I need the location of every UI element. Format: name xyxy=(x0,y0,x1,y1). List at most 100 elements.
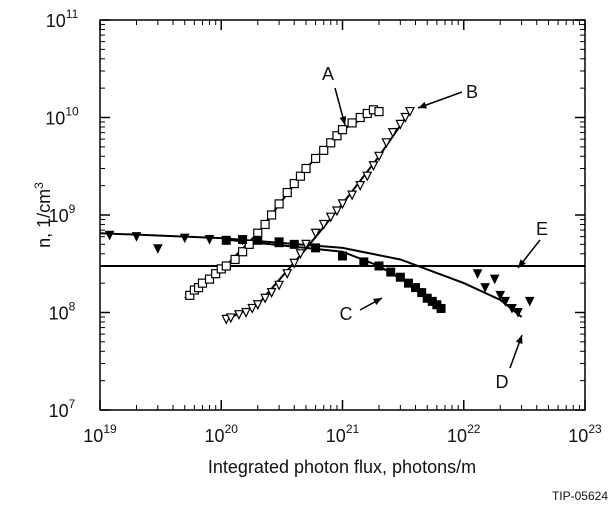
x-tick-label: 1020 xyxy=(205,422,239,446)
y-tick-label: 107 xyxy=(49,397,76,421)
y-tick-exponent: 10 xyxy=(65,105,79,119)
data-point-b xyxy=(241,307,251,318)
x-tick-base: 10 xyxy=(326,426,346,446)
data-point-c xyxy=(386,267,396,277)
data-point-a xyxy=(326,138,336,148)
y-tick-base: 10 xyxy=(49,304,69,324)
data-point-c xyxy=(289,239,299,249)
y-tick-exponent: 7 xyxy=(69,397,76,411)
x-tick-exponent: 21 xyxy=(346,422,360,436)
data-point-b xyxy=(337,199,348,210)
data-point-a xyxy=(319,145,329,155)
data-point-a xyxy=(295,171,306,181)
data-point-a xyxy=(282,187,292,198)
data-point-b xyxy=(318,219,329,230)
y-tick-exponent: 11 xyxy=(66,7,79,21)
x-tick-exponent: 20 xyxy=(225,422,239,436)
x-tick-exponent: 23 xyxy=(588,422,602,436)
data-point-a xyxy=(311,153,321,164)
data-point-d xyxy=(524,296,535,307)
data-point-c xyxy=(253,235,263,245)
data-point-b xyxy=(252,300,263,311)
y-tick-base: 10 xyxy=(49,206,69,226)
x-tick-exponent: 19 xyxy=(103,422,117,436)
data-point-c xyxy=(395,272,405,282)
x-tick-labels: 1019 1020 1021 1022 1023 xyxy=(83,422,602,446)
data-point-a xyxy=(244,239,254,249)
y-tick-label: 1010 xyxy=(45,105,79,129)
data-point-d xyxy=(153,244,163,254)
fit-curves xyxy=(99,108,585,321)
y-tick-exponent: 9 xyxy=(69,202,76,216)
x-tick-base: 10 xyxy=(83,426,103,446)
y-tick-base: 10 xyxy=(46,11,66,31)
data-point-b xyxy=(381,138,392,149)
data-point-a xyxy=(347,118,357,128)
data-point-b xyxy=(395,119,406,130)
y-tick-base: 10 xyxy=(45,109,65,129)
x-tick-base: 10 xyxy=(568,426,588,446)
data-point-c xyxy=(221,235,231,245)
x-tick-label: 1022 xyxy=(447,422,481,446)
data-point-a xyxy=(260,219,270,230)
data-point-a xyxy=(221,261,231,271)
data-point-a xyxy=(337,125,348,135)
callout-arrowhead-c xyxy=(373,298,382,306)
data-point-d xyxy=(104,230,115,241)
data-point-b xyxy=(260,293,271,304)
y-tick-label: 1011 xyxy=(46,7,79,31)
data-point-b xyxy=(310,228,321,239)
data-point-b xyxy=(225,313,236,324)
data-point-a xyxy=(374,106,384,117)
y-axis-label-main: n, 1/cm xyxy=(34,189,54,248)
data-point-c xyxy=(374,261,384,271)
data-point-c xyxy=(359,257,369,267)
y-tick-base: 10 xyxy=(49,401,69,421)
data-point-c xyxy=(436,303,446,313)
data-point-c xyxy=(417,288,427,298)
x-axis-label: Integrated photon flux, photons/m xyxy=(208,457,476,477)
callout-arrowhead-d xyxy=(515,335,523,344)
data-point-a xyxy=(332,131,342,141)
data-point-a xyxy=(230,254,240,265)
y-axis-label: n, 1/cm3 xyxy=(32,182,54,248)
y-tick-exponent: 8 xyxy=(69,300,76,314)
callout-label-e: E xyxy=(536,219,548,239)
data-point-b xyxy=(301,239,311,250)
major-ticks xyxy=(99,19,586,411)
callout-arrowhead-e xyxy=(518,259,526,268)
data-point-d xyxy=(237,235,248,246)
data-point-b xyxy=(362,171,373,182)
y-tick-label: 108 xyxy=(49,300,76,324)
callout-label-a: A xyxy=(322,64,334,84)
data-point-b xyxy=(387,128,398,138)
callout-arrowhead-b xyxy=(418,101,427,109)
y-axis-label-superscript: 3 xyxy=(32,182,46,189)
x-tick-base: 10 xyxy=(447,426,467,446)
data-point-c xyxy=(311,243,321,253)
data-point-b xyxy=(331,206,342,217)
data-point-b xyxy=(355,181,366,191)
data-point-b xyxy=(247,303,258,314)
data-point-d xyxy=(472,269,483,279)
data-point-b xyxy=(282,269,293,280)
plot-frame xyxy=(99,19,586,411)
callouts: A B C D E xyxy=(322,64,548,392)
data-point-d xyxy=(495,290,506,301)
data-point-b xyxy=(404,106,415,117)
data-markers xyxy=(104,105,535,325)
callout-label-d: D xyxy=(496,372,509,392)
callout-arrowhead-a xyxy=(339,116,347,125)
data-point-d xyxy=(274,237,284,248)
data-point-d xyxy=(480,283,490,293)
x-tick-exponent: 22 xyxy=(467,422,481,436)
minor-ticks xyxy=(100,20,585,410)
figure-id: TIP-05624 xyxy=(552,489,608,503)
x-tick-label: 1021 xyxy=(326,422,360,446)
data-point-d xyxy=(204,235,215,245)
callout-label-c: C xyxy=(340,304,353,324)
data-point-b xyxy=(289,258,300,269)
data-point-b xyxy=(347,190,358,201)
